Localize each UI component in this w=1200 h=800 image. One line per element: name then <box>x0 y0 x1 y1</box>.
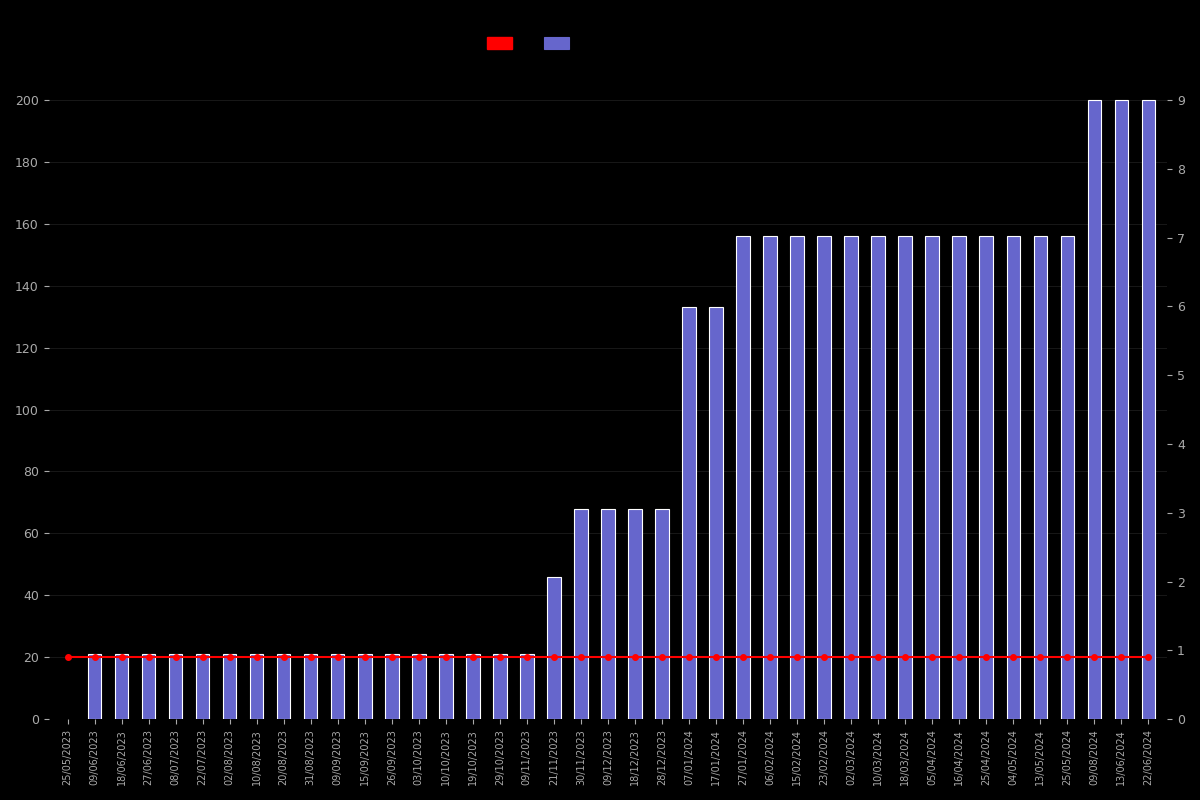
Bar <box>250 654 264 719</box>
Bar <box>169 654 182 719</box>
Legend: , : , <box>486 37 572 51</box>
Bar <box>547 577 560 719</box>
Bar <box>1087 100 1102 719</box>
Bar <box>385 654 398 719</box>
Bar <box>304 654 318 719</box>
Bar <box>899 236 912 719</box>
Bar <box>655 509 668 719</box>
Bar <box>1141 100 1156 719</box>
Bar <box>142 654 155 719</box>
Bar <box>88 654 101 719</box>
Bar <box>520 654 534 719</box>
Bar <box>277 654 290 719</box>
Bar <box>115 654 128 719</box>
Bar <box>763 236 776 719</box>
Bar <box>1061 236 1074 719</box>
Bar <box>331 654 344 719</box>
Bar <box>439 654 452 719</box>
Bar <box>601 509 614 719</box>
Bar <box>493 654 506 719</box>
Bar <box>953 236 966 719</box>
Bar <box>979 236 992 719</box>
Bar <box>466 654 480 719</box>
Bar <box>737 236 750 719</box>
Bar <box>574 509 588 719</box>
Bar <box>845 236 858 719</box>
Bar <box>925 236 938 719</box>
Bar <box>629 509 642 719</box>
Bar <box>1007 236 1020 719</box>
Bar <box>358 654 372 719</box>
Bar <box>791 236 804 719</box>
Bar <box>1115 100 1128 719</box>
Bar <box>683 307 696 719</box>
Bar <box>709 307 722 719</box>
Bar <box>871 236 884 719</box>
Bar <box>1033 236 1048 719</box>
Bar <box>223 654 236 719</box>
Bar <box>196 654 209 719</box>
Bar <box>412 654 426 719</box>
Bar <box>817 236 830 719</box>
